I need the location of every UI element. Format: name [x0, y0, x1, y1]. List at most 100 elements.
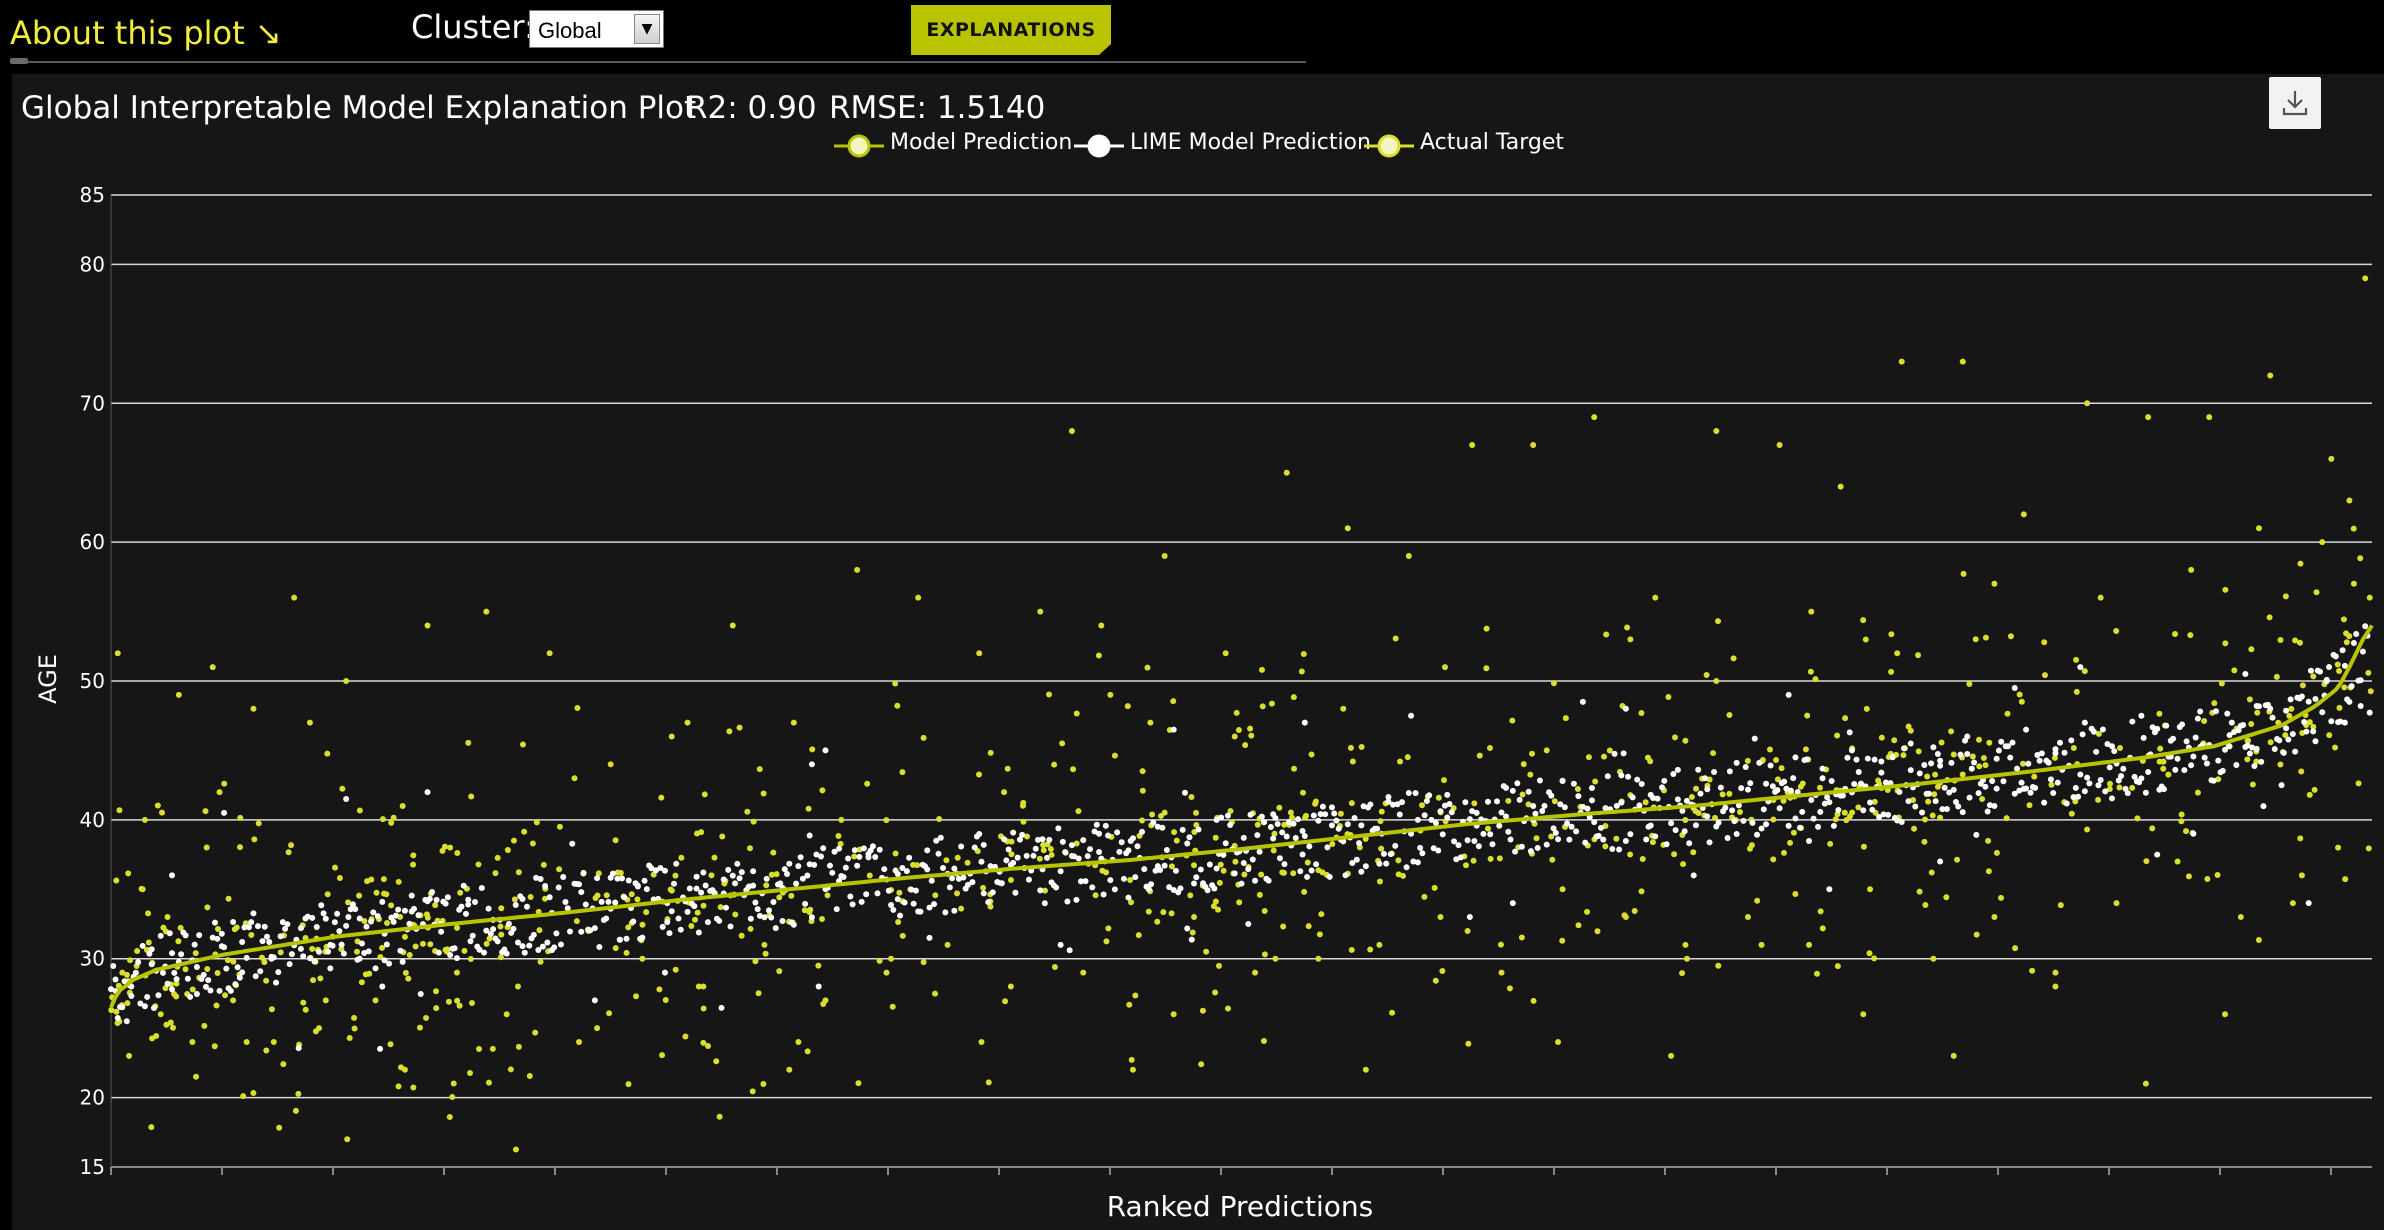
lime-prediction-point: [148, 961, 155, 968]
actual-target-point: [1280, 869, 1287, 876]
lime-prediction-point: [476, 946, 483, 953]
lime-prediction-point: [2280, 749, 2287, 756]
actual-target-point: [883, 969, 890, 976]
actual-target-point: [1910, 796, 1917, 803]
actual-target-point: [2248, 721, 2255, 728]
lime-prediction-point: [1726, 768, 1733, 775]
actual-target-point: [510, 837, 517, 844]
lime-prediction-point: [397, 947, 404, 954]
lime-prediction-point: [381, 957, 388, 964]
actual-target-point: [125, 870, 132, 877]
lime-prediction-point: [1536, 777, 1543, 784]
lime-prediction-point: [320, 910, 327, 917]
actual-target-point: [1059, 740, 1066, 747]
lime-prediction-point: [661, 969, 668, 976]
actual-target-point: [773, 871, 780, 878]
actual-target-point: [1271, 830, 1278, 837]
actual-target-point: [193, 1073, 200, 1080]
actual-target-point: [2343, 639, 2350, 646]
lime-prediction-point: [1744, 786, 1751, 793]
lime-prediction-point: [1030, 852, 1037, 859]
lime-prediction-point: [987, 863, 994, 870]
lime-prediction-point: [336, 928, 343, 935]
actual-target-point: [1036, 855, 1043, 862]
lime-prediction-point: [2138, 775, 2145, 782]
actual-target-point: [2343, 630, 2350, 637]
legend-item-actual-target[interactable]: Actual Target: [1362, 128, 1564, 164]
chevron-down-icon[interactable]: ▼: [634, 14, 660, 44]
actual-target-point: [1007, 876, 1014, 883]
actual-target-point: [1362, 1066, 1369, 1073]
actual-target-point: [1340, 705, 1347, 712]
actual-target-point: [356, 892, 363, 899]
lime-prediction-point: [686, 885, 693, 892]
lime-prediction-point: [1785, 822, 1792, 829]
actual-target-point: [2117, 745, 2124, 752]
lime-prediction-point: [1238, 880, 1245, 887]
actual-target-point: [987, 903, 994, 910]
lime-prediction-point: [169, 872, 176, 879]
actual-target-point: [1046, 691, 1053, 698]
lime-prediction-point: [815, 983, 822, 990]
lime-prediction-point: [2086, 780, 2093, 787]
lime-prediction-point: [1774, 787, 1781, 794]
lime-prediction-point: [1564, 820, 1571, 827]
download-button[interactable]: [2269, 77, 2321, 129]
lime-prediction-point: [1722, 804, 1729, 811]
actual-target-point: [540, 861, 547, 868]
actual-target-point: [1337, 810, 1344, 817]
actual-target-point: [2297, 835, 2304, 842]
lime-prediction-point: [193, 964, 200, 971]
actual-target-point: [1806, 941, 1813, 948]
lime-prediction-point: [1073, 896, 1080, 903]
lime-prediction-point: [826, 862, 833, 869]
lime-prediction-point: [1835, 807, 1842, 814]
actual-target-point: [2185, 873, 2192, 880]
lime-prediction-point: [1270, 835, 1277, 842]
actual-target-point: [432, 902, 439, 909]
explanations-button[interactable]: EXPLANATIONS: [911, 5, 1111, 55]
lime-prediction-point: [937, 834, 944, 841]
lime-prediction-point: [2111, 748, 2118, 755]
actual-target-point: [1898, 358, 1905, 365]
actual-target-point: [163, 1021, 170, 1028]
actual-target-point: [2157, 745, 2164, 752]
actual-target-point: [1190, 862, 1197, 869]
lime-prediction-point: [813, 851, 820, 858]
lime-prediction-point: [2072, 784, 2079, 791]
actual-target-point: [1937, 814, 1944, 821]
actual-target-point: [1715, 618, 1722, 625]
legend-item-lime-prediction[interactable]: LIME Model Prediction: [1072, 128, 1371, 164]
lime-prediction-point: [1315, 817, 1322, 824]
lime-prediction-point: [1539, 808, 1546, 815]
actual-target-point: [625, 1081, 632, 1088]
actual-target-point: [108, 1007, 115, 1014]
actual-target-point: [1252, 969, 1259, 976]
actual-target-point: [1024, 833, 1031, 840]
lime-prediction-point: [1071, 853, 1078, 860]
lime-prediction-point: [2246, 750, 2253, 757]
lime-prediction-point: [1077, 878, 1084, 885]
actual-target-point: [1982, 634, 1989, 641]
cluster-select[interactable]: Global ▼: [529, 10, 664, 48]
actual-target-point: [2214, 871, 2221, 878]
lime-prediction-point: [1247, 811, 1254, 818]
legend-item-model-prediction[interactable]: Model Prediction: [832, 128, 1072, 164]
about-plot-link[interactable]: About this plot ↘: [10, 14, 282, 52]
actual-target-point: [1928, 869, 1935, 876]
actual-target-point: [1301, 888, 1308, 895]
lime-prediction-point: [1408, 712, 1415, 719]
lime-prediction-point: [1410, 858, 1417, 865]
actual-target-point: [312, 1028, 319, 1035]
actual-target-point: [2070, 744, 2077, 751]
lime-prediction-point: [1846, 729, 1853, 736]
actual-target-point: [1969, 753, 1976, 760]
lime-prediction-point: [1224, 812, 1231, 819]
lime-prediction-point: [542, 883, 549, 890]
lime-prediction-point: [1507, 836, 1514, 843]
actual-target-point: [2172, 630, 2179, 637]
actual-target-point: [2342, 876, 2349, 883]
lime-prediction-point: [401, 907, 408, 914]
actual-target-point: [1287, 809, 1294, 816]
lime-prediction-point: [935, 850, 942, 857]
